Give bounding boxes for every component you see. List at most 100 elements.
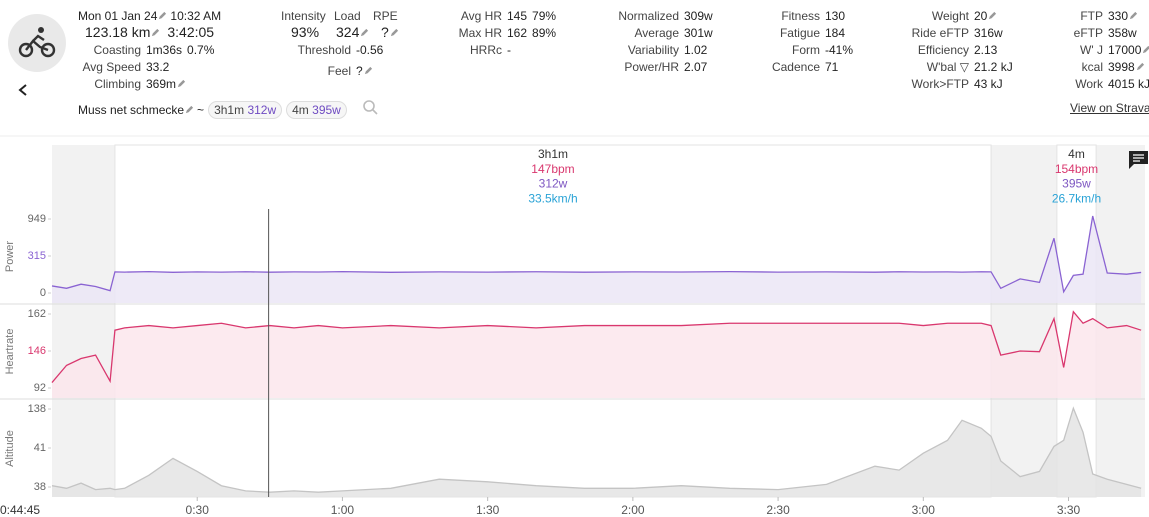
top-label: Intensity (281, 9, 326, 23)
interval-power: 312w (539, 177, 568, 191)
time: 10:32 AM (170, 9, 222, 23)
edit-icon[interactable] (151, 28, 160, 37)
stat-label: Climbing (94, 77, 141, 91)
stat-label: Threshold (297, 43, 351, 57)
stat-label: HRRc (470, 43, 502, 57)
stat-value: -41% (825, 43, 854, 57)
stat-value: 301w (684, 26, 713, 40)
stat-value-row: 130 (825, 9, 845, 23)
stat-label: Power/HR (624, 60, 679, 74)
stat-value-row: -41% (825, 43, 853, 57)
edit-icon[interactable] (364, 66, 373, 75)
stat-extra: 89% (532, 26, 557, 40)
series-line (51, 310, 1142, 384)
interval (114, 144, 992, 498)
edit-icon[interactable] (185, 105, 194, 114)
edit-icon[interactable] (390, 28, 399, 37)
edit-icon[interactable] (988, 11, 997, 20)
stat-value: ? (356, 64, 363, 78)
stat-label: Avg HR (460, 9, 502, 23)
back-button[interactable] (18, 84, 27, 96)
chip-power: 395w (312, 103, 341, 117)
edit-icon[interactable] (177, 79, 186, 88)
stat-value-row: 17000 (1108, 43, 1149, 57)
interval-chip[interactable]: 3h1m 312w (208, 101, 283, 119)
stat-value: 1m36s (146, 43, 183, 57)
stat-value-row: 1m36s 0.7% (146, 43, 214, 57)
stat-value-row: 316w (974, 26, 1003, 40)
interval-power: 395w (1062, 177, 1091, 191)
x-tick-label: 2:30 (766, 503, 790, 517)
x-tick-label: 2:00 (621, 503, 645, 517)
stat-value: 330 (1108, 9, 1129, 23)
stat-label: Normalized (618, 9, 679, 23)
strava-row: View on Strava (1070, 101, 1149, 115)
y-tick-label: 92 (34, 382, 46, 394)
comment-icon[interactable] (1129, 151, 1148, 169)
edit-icon[interactable] (360, 28, 369, 37)
panel-label: Heartrate (4, 329, 16, 375)
area (52, 408, 1142, 497)
stat-label: Weight (931, 9, 969, 23)
duration: 3:42:05 (167, 24, 215, 40)
strava-link[interactable]: View on Strava (1070, 101, 1149, 115)
y-tick-label: 315 (28, 250, 46, 262)
stat-value: 316w (974, 26, 1003, 40)
stat-label: FTP (1080, 9, 1103, 23)
search-icon[interactable] (363, 100, 378, 115)
stat-value: 130 (825, 9, 846, 23)
interval-chip[interactable]: 4m 395w (286, 101, 347, 119)
x-tick-label: 1:30 (476, 503, 500, 517)
bike-icon-head (38, 27, 44, 33)
stat-value-row: 330 (1108, 9, 1141, 23)
stat-value: 20 (974, 9, 988, 23)
stat-value-row: 301w (684, 26, 713, 40)
y-tick-label: 38 (34, 481, 46, 493)
interval-label: 4m (1068, 147, 1085, 161)
stat-value-row: 43 kJ (974, 77, 1003, 91)
stat-value: 162 (507, 26, 528, 40)
y-tick-label: 0 (40, 287, 46, 299)
y-tick-label: 41 (34, 442, 46, 454)
x-tick-label: 0:30 (186, 503, 210, 517)
stat-value: 369m (146, 77, 177, 91)
stat-label: Feel (327, 64, 351, 78)
x-tick-label: 3:30 (1057, 503, 1081, 517)
y-tick-label: 146 (28, 345, 46, 357)
x-tick-label: 1:00 (331, 503, 355, 517)
stat-value-row: 4015 kJ (1108, 77, 1149, 91)
stat-label: Ride eFTP (911, 26, 969, 40)
edit-icon[interactable] (1142, 45, 1149, 54)
date-row: Mon 01 Jan 24 10:32 AM (78, 9, 221, 23)
stat-value-row: - (507, 43, 511, 57)
stat-value: 309w (684, 9, 713, 23)
panel-label: Altitude (4, 430, 16, 467)
stat-value-row: 21.2 kJ (974, 60, 1013, 74)
stat-value: -0.56 (356, 43, 384, 57)
stat-label: Variability (627, 43, 679, 57)
stat-label: Avg Speed (82, 60, 142, 74)
series-line (51, 406, 1142, 493)
stat-value-row: 162 89% (507, 26, 556, 40)
stat-value-row: 369m (146, 77, 189, 91)
stat-value-row: 33.2 (146, 60, 169, 74)
stat-value-row: -0.56 (356, 43, 383, 57)
stat-value-row: ? (356, 64, 376, 78)
stat-value: 1.02 (684, 43, 708, 57)
stat-value-row: 309w (684, 9, 713, 23)
chips: 3h1m 312w 4m 395w (204, 101, 347, 119)
series-line (51, 215, 1142, 294)
top-value: 324 (336, 24, 360, 40)
edit-icon[interactable] (1129, 11, 1138, 20)
edit-icon[interactable] (1136, 62, 1145, 71)
stat-label: W'bal ▽ (926, 60, 969, 74)
stat-label: eFTP (1073, 26, 1103, 40)
stat-label: Max HR (458, 26, 502, 40)
edit-icon[interactable] (158, 11, 167, 20)
interval-label: 3h1m (538, 147, 568, 161)
stat-label: kcal (1081, 60, 1103, 74)
y-tick-label: 949 (28, 213, 46, 225)
stat-value: - (507, 43, 511, 57)
top-value-row: ? (381, 25, 402, 39)
